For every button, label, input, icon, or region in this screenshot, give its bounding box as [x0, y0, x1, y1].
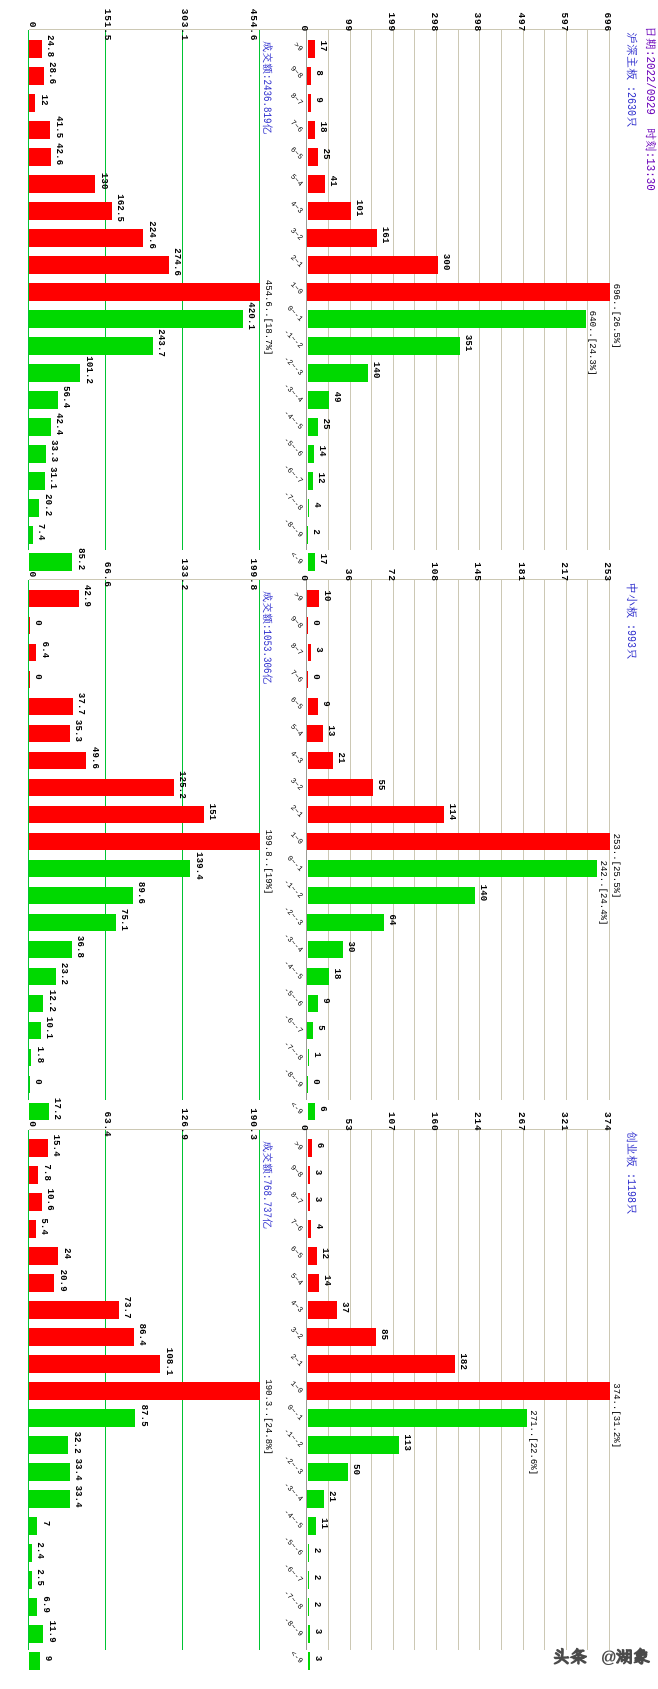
svg-text:@: @ — [587, 1649, 616, 1668]
svg-text::1053.306: :1053.306 — [260, 624, 272, 674]
svg-text::993: :993 — [624, 618, 638, 648]
svg-text::2436.819: :2436.819 — [260, 74, 272, 124]
svg-text::13:30: :13:30 — [642, 152, 656, 191]
svg-text::2630: :2630 — [624, 80, 638, 116]
svg-text::2022/0929: :2022/0929 — [642, 50, 656, 128]
svg-text::1198: :1198 — [624, 1167, 638, 1203]
svg-text::768.737: :768.737 — [260, 1174, 272, 1218]
